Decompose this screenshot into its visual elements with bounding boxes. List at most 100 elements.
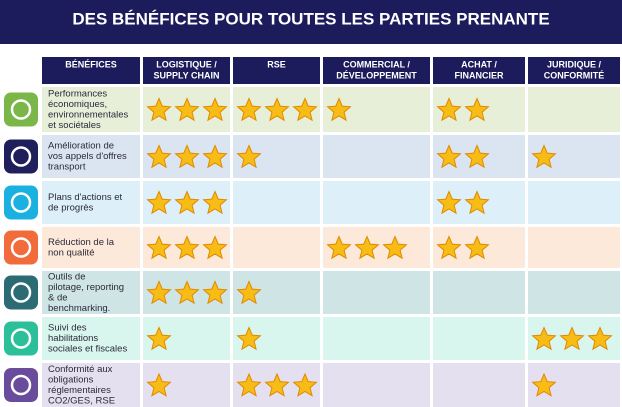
star bbox=[464, 144, 490, 169]
cell bbox=[323, 135, 430, 178]
star bbox=[559, 326, 585, 351]
benefit-label: habilitations bbox=[48, 333, 98, 344]
cell bbox=[42, 135, 140, 178]
star bbox=[202, 97, 228, 122]
benefit-label: Réduction de la bbox=[48, 237, 115, 248]
cell bbox=[42, 87, 140, 132]
benefit-label: Performances bbox=[48, 88, 107, 99]
star bbox=[436, 235, 462, 260]
cell bbox=[528, 87, 620, 132]
cell bbox=[42, 363, 140, 407]
benefit-label: vos appels d'offres bbox=[48, 151, 127, 162]
cell bbox=[233, 181, 320, 224]
column-header: FINANCIER bbox=[455, 70, 504, 80]
star bbox=[464, 97, 490, 122]
title: DES BÉNÉFICES POUR TOUTES LES PARTIES PR… bbox=[72, 9, 549, 28]
benefit-label: transport bbox=[48, 162, 86, 173]
cell bbox=[42, 317, 140, 360]
benefit-label: environnementales bbox=[48, 109, 129, 120]
benefit-label: non qualité bbox=[48, 247, 94, 258]
star bbox=[326, 235, 352, 260]
star bbox=[146, 144, 172, 169]
star bbox=[292, 97, 318, 122]
star bbox=[146, 372, 172, 397]
benefit-label: Conformité aux bbox=[48, 364, 113, 375]
star bbox=[464, 235, 490, 260]
benefit-label: Amélioration de bbox=[48, 141, 114, 152]
star bbox=[587, 326, 613, 351]
icon-tile bbox=[4, 185, 38, 220]
benefit-label: de progrès bbox=[48, 202, 94, 213]
column-header: DÉVELOPPEMENT bbox=[336, 70, 417, 80]
icon-tile bbox=[4, 275, 38, 310]
star bbox=[236, 144, 262, 169]
cell bbox=[323, 317, 430, 360]
column-header: RSE bbox=[267, 59, 286, 69]
cell bbox=[42, 227, 140, 268]
star bbox=[264, 97, 290, 122]
star bbox=[236, 97, 262, 122]
cell bbox=[528, 227, 620, 268]
column-header: COMMERCIAL / bbox=[343, 59, 410, 69]
cell bbox=[323, 271, 430, 314]
icon-glyph bbox=[10, 146, 32, 167]
icon-glyph bbox=[10, 192, 32, 213]
column-header: BÉNÉFICES bbox=[65, 59, 117, 69]
star bbox=[236, 280, 262, 305]
column-header: LOGISTIQUE / bbox=[156, 59, 217, 69]
column-header: JURIDIQUE / bbox=[547, 59, 602, 69]
icon-tile bbox=[4, 230, 38, 265]
icon-tile bbox=[4, 139, 38, 174]
benefit-label: Outils de bbox=[48, 271, 86, 282]
column-header: ACHAT / bbox=[461, 59, 497, 69]
header-cell bbox=[233, 57, 320, 84]
star bbox=[174, 97, 200, 122]
header-cell bbox=[143, 57, 230, 84]
cell bbox=[433, 271, 525, 314]
title-band bbox=[0, 0, 622, 44]
star bbox=[146, 190, 172, 215]
star bbox=[236, 326, 262, 351]
cell bbox=[323, 181, 430, 224]
star bbox=[202, 235, 228, 260]
header-cell bbox=[42, 57, 140, 84]
benefit-label: & de bbox=[48, 292, 68, 303]
icon-tile bbox=[4, 368, 38, 402]
cell bbox=[528, 271, 620, 314]
icon-glyph bbox=[10, 237, 32, 258]
cell bbox=[42, 181, 140, 224]
star bbox=[146, 235, 172, 260]
star bbox=[382, 235, 408, 260]
benefit-label: pilotage, reporting bbox=[48, 282, 124, 293]
cell bbox=[528, 181, 620, 224]
icon-glyph bbox=[10, 282, 32, 303]
star bbox=[264, 372, 290, 397]
star bbox=[464, 190, 490, 215]
star bbox=[436, 97, 462, 122]
star bbox=[236, 372, 262, 397]
column-header: CONFORMITÉ bbox=[544, 70, 605, 80]
benefit-label: CO2/GES, RSE bbox=[48, 395, 115, 406]
icon-glyph bbox=[10, 374, 32, 396]
star bbox=[202, 190, 228, 215]
star bbox=[436, 144, 462, 169]
cell bbox=[233, 227, 320, 268]
icon-glyph bbox=[10, 99, 32, 120]
star bbox=[146, 280, 172, 305]
star bbox=[531, 372, 557, 397]
benefit-label: benchmarking. bbox=[48, 303, 110, 314]
benefit-label: économiques, bbox=[48, 99, 107, 110]
cell bbox=[433, 317, 525, 360]
star bbox=[292, 372, 318, 397]
icon-tile bbox=[4, 92, 38, 127]
star bbox=[436, 190, 462, 215]
star bbox=[202, 144, 228, 169]
star bbox=[531, 326, 557, 351]
cell bbox=[433, 363, 525, 407]
star bbox=[174, 280, 200, 305]
benefit-label: sociales et fiscales bbox=[48, 344, 127, 355]
star bbox=[202, 280, 228, 305]
star bbox=[326, 97, 352, 122]
header-cell bbox=[323, 57, 430, 84]
star bbox=[146, 97, 172, 122]
